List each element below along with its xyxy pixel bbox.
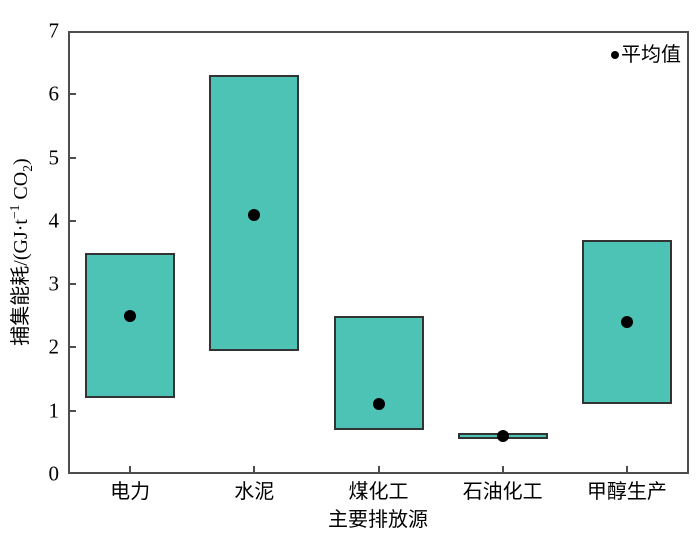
- x-category-label: 煤化工: [348, 481, 409, 503]
- y-tick-mark: [70, 156, 76, 159]
- y-tick-mark: [70, 346, 76, 349]
- x-tick-mark: [625, 466, 628, 472]
- y-axis-label-part: CO: [9, 171, 32, 205]
- x-tick-mark: [377, 466, 380, 472]
- x-axis-label: 主要排放源: [328, 509, 428, 531]
- x-category-label: 石油化工: [462, 481, 543, 503]
- y-axis-label: 捕集能耗/(GJ·t−1 CO2): [7, 158, 36, 346]
- legend-mean-dot-icon: [611, 51, 619, 59]
- x-category-labels: 电力 水泥 煤化工 石油化工 甲醇生产: [0, 481, 700, 507]
- mean-dot: [372, 398, 385, 411]
- y-axis-label-part: 2: [19, 164, 35, 172]
- y-tick-label: 6: [48, 81, 60, 106]
- mean-dot: [124, 309, 137, 322]
- y-tick-label: 0: [48, 461, 60, 486]
- legend: 平均值: [611, 44, 681, 66]
- y-tick-mark: [70, 283, 76, 286]
- y-axis-label-part: −1: [7, 204, 23, 220]
- y-tick-label: 2: [48, 334, 60, 359]
- range-bar: [85, 252, 176, 399]
- x-tick-mark: [253, 466, 256, 472]
- y-tick-label: 4: [48, 208, 60, 233]
- mean-dot: [496, 430, 509, 443]
- x-category-label: 电力: [110, 481, 151, 503]
- x-tick-mark: [129, 466, 132, 472]
- mean-dot: [248, 208, 261, 221]
- x-tick-mark: [501, 466, 504, 472]
- y-axis-label-part: 捕集能耗/(GJ·t: [9, 219, 32, 346]
- y-tick-mark: [70, 93, 76, 96]
- range-bar: [333, 315, 424, 430]
- x-category-label: 水泥: [234, 481, 275, 503]
- y-tick-mark: [70, 219, 76, 222]
- x-category-label: 甲醇生产: [586, 481, 667, 503]
- legend-label: 平均值: [621, 44, 681, 66]
- y-tick-label: 3: [48, 271, 60, 296]
- plot-area: 平均值 0 1 2 3 4 5 6 7: [49, 20, 689, 484]
- y-tick-mark: [70, 409, 76, 412]
- y-tick-label: 7: [48, 18, 60, 43]
- y-axis-label-part: ): [9, 158, 32, 165]
- y-tick-label: 1: [48, 398, 60, 423]
- mean-dot: [620, 316, 633, 329]
- y-tick-label: 5: [48, 145, 60, 170]
